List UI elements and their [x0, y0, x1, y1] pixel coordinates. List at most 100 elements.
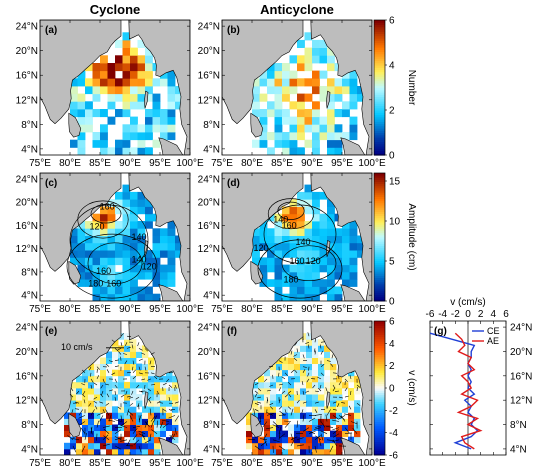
- velocity-arrow: [148, 399, 152, 404]
- heatmap-cell: [122, 63, 131, 72]
- colorbar-segment: [374, 192, 385, 195]
- heatmap-cell: [294, 369, 301, 377]
- colorbar-segment: [374, 430, 385, 434]
- heatmap-cell: [122, 279, 131, 287]
- colorbar-segment: [374, 130, 385, 134]
- colorbar-segment: [374, 67, 385, 71]
- heatmap-cell: [100, 139, 108, 148]
- heatmap-cell: [130, 250, 138, 258]
- heatmap-cell: [349, 271, 358, 280]
- heatmap-cell: [297, 264, 305, 273]
- heatmap-cell: [92, 264, 101, 273]
- heatmap-cell: [319, 86, 328, 95]
- heatmap-cell: [118, 394, 125, 401]
- velocity-arrow: [114, 397, 117, 402]
- heatmap-cell: [137, 86, 146, 95]
- heatmap-cell: [334, 235, 343, 244]
- heatmap-cell: [122, 70, 131, 79]
- heatmap-cell: [70, 139, 78, 148]
- velocity-arrow: [156, 400, 161, 404]
- colorbar-segment: [374, 181, 385, 185]
- heatmap-cell: [124, 430, 131, 438]
- heatmap-cell: [342, 101, 350, 110]
- colorbar-segment: [374, 209, 385, 212]
- heatmap-cell: [336, 430, 343, 438]
- heatmap-cell: [289, 206, 298, 215]
- heatmap-cell: [100, 55, 108, 64]
- heatmap-cell: [252, 139, 260, 148]
- heatmap-cell: [270, 406, 277, 413]
- colorbar-segment: [374, 279, 385, 283]
- heatmap-cell: [288, 357, 295, 364]
- colorbar-segment: [374, 224, 385, 227]
- heatmap-cell: [276, 406, 283, 413]
- velocity-arrow: [90, 372, 92, 377]
- velocity-arrow: [269, 384, 274, 387]
- panel-frame: [221, 19, 373, 156]
- velocity-arrow: [278, 426, 282, 434]
- heatmap-cell: [348, 400, 355, 407]
- colorbar-segment: [374, 150, 385, 154]
- contour-label: 160: [282, 220, 297, 230]
- colorbar-segment: [374, 372, 385, 376]
- heatmap-cell: [142, 436, 149, 444]
- colorbar-segment: [374, 428, 385, 431]
- heatmap-cell: [274, 63, 283, 72]
- y-tick-label: 12°N: [510, 396, 532, 407]
- panel-body: [40, 321, 190, 455]
- velocity-arrow: [96, 366, 100, 370]
- heatmap-cell: [145, 213, 153, 222]
- colorbar-segment: [374, 83, 385, 86]
- velocity-arrow: [302, 366, 307, 368]
- heatmap-cell: [77, 271, 86, 280]
- velocity-arrow: [338, 396, 343, 399]
- velocity-arrow: [301, 381, 304, 386]
- heatmap-cell: [289, 101, 298, 110]
- heatmap-cell: [306, 388, 313, 395]
- contour-line: [69, 204, 149, 276]
- colorbar-segment: [374, 286, 385, 289]
- heatmap-cell: [107, 101, 116, 110]
- heatmap-cell: [130, 116, 138, 125]
- colorbar-segment: [374, 187, 385, 191]
- velocity-arrow: [105, 409, 110, 416]
- heatmap-cell: [297, 191, 305, 200]
- heatmap-cell: [148, 448, 155, 455]
- heatmap-cell: [342, 235, 350, 244]
- velocity-arrow: [121, 421, 128, 426]
- heatmap-cell: [342, 109, 350, 118]
- colorbar-segment: [374, 202, 385, 206]
- velocity-arrow: [131, 390, 134, 395]
- heatmap-cell: [94, 375, 101, 383]
- heatmap-cell: [152, 124, 161, 133]
- heatmap-cell: [115, 78, 123, 87]
- heatmap-cell: [106, 351, 113, 358]
- colorbar-segment: [374, 96, 385, 100]
- heatmap-cell: [258, 381, 265, 389]
- velocity-arrow: [126, 439, 131, 447]
- heatmap-cell: [258, 406, 265, 413]
- heatmap-cell: [318, 448, 325, 455]
- heatmap-cell: [100, 124, 108, 133]
- heatmap-cell: [319, 279, 328, 287]
- velocity-arrow: [302, 369, 306, 373]
- heatmap-cell: [136, 351, 143, 358]
- velocity-arrow: [114, 419, 122, 422]
- heatmap-cell: [85, 86, 93, 95]
- heatmap-cell: [336, 381, 343, 389]
- heatmap-cell: [76, 381, 83, 389]
- heatmap-cell: [318, 442, 325, 450]
- heatmap-cell: [70, 394, 77, 401]
- heatmap-cell: [124, 400, 131, 407]
- heatmap-cell: [282, 63, 290, 72]
- velocity-arrow: [315, 435, 322, 441]
- heatmap-cell: [274, 221, 283, 229]
- colorbar-segment: [374, 352, 385, 355]
- velocity-arrow: [153, 375, 158, 380]
- heatmap-cell: [267, 132, 275, 141]
- heatmap-cell: [282, 221, 290, 229]
- contour-line: [267, 198, 315, 230]
- velocity-arrow: [106, 393, 110, 398]
- contour-label: 140: [131, 255, 146, 265]
